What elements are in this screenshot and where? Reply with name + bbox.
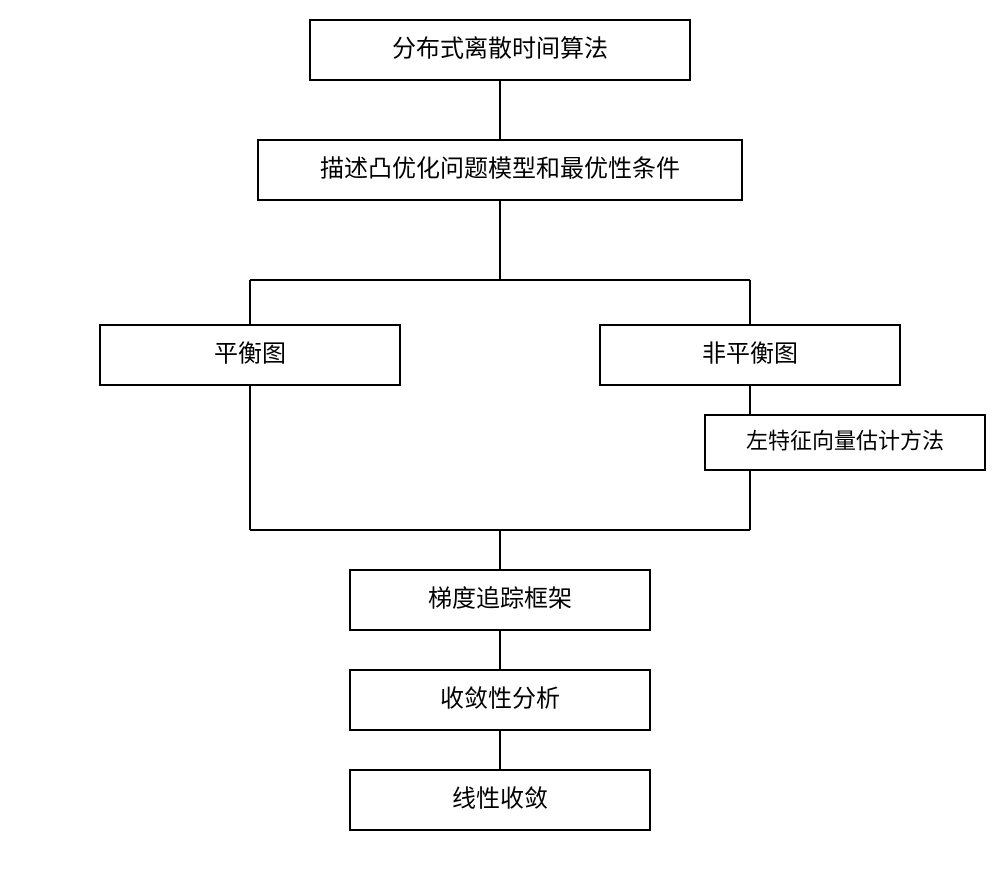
box-label: 梯度追踪框架 [428, 586, 572, 613]
box-label: 线性收敛 [452, 786, 548, 813]
flow-box-b2: 描述凸优化问题模型和最优性条件 [258, 140, 742, 200]
box-label: 平衡图 [214, 341, 286, 368]
flow-box-b1: 分布式离散时间算法 [310, 20, 690, 80]
box-label: 左特征向量估计方法 [746, 429, 944, 454]
flow-box-b5: 左特征向量估计方法 [705, 415, 985, 470]
box-label: 描述凸优化问题模型和最优性条件 [320, 156, 680, 183]
flow-box-b3: 平衡图 [100, 325, 400, 385]
flow-box-b6: 梯度追踪框架 [350, 570, 650, 630]
box-label: 非平衡图 [702, 341, 798, 368]
flow-box-b4: 非平衡图 [600, 325, 900, 385]
flow-box-b7: 收敛性分析 [350, 670, 650, 730]
box-label: 分布式离散时间算法 [392, 36, 608, 63]
flow-box-b8: 线性收敛 [350, 770, 650, 830]
box-label: 收敛性分析 [440, 686, 560, 713]
